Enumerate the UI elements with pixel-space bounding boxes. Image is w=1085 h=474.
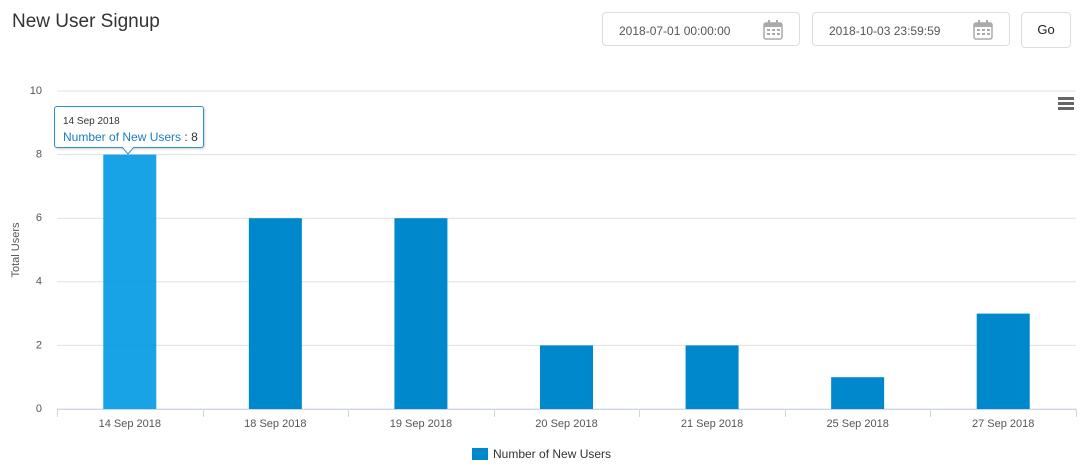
legend-label: Number of New Users: [493, 447, 611, 461]
bar: [540, 345, 593, 409]
x-tick-label: 19 Sep 2018: [390, 418, 452, 430]
menu-icon[interactable]: [1058, 97, 1074, 110]
tooltip: 14 Sep 2018 Number of New Users : 8: [54, 106, 204, 148]
page-title: New User Signup: [12, 11, 160, 32]
y-tick-label: 2: [36, 339, 42, 351]
tooltip-separator: :: [184, 130, 188, 144]
tooltip-date: 14 Sep 2018: [63, 116, 120, 127]
calendar-icon[interactable]: [973, 20, 993, 40]
bar: [685, 345, 739, 409]
tooltip-pointer: [122, 147, 134, 155]
x-tick-label: 20 Sep 2018: [535, 418, 597, 430]
y-tick-label: 8: [36, 149, 42, 161]
y-tick-label: 10: [30, 85, 42, 97]
tooltip-value: 8: [191, 130, 198, 144]
start-date-input[interactable]: 2018-07-01 00:00:00: [602, 12, 800, 46]
go-button[interactable]: Go: [1021, 12, 1071, 48]
x-tick-label: 25 Sep 2018: [826, 418, 888, 430]
x-tick-label: 18 Sep 2018: [244, 418, 306, 430]
y-tick-label: 4: [36, 276, 42, 288]
bar: [394, 218, 448, 409]
bar: [831, 377, 885, 409]
end-date-input[interactable]: 2018-10-03 23:59:59: [812, 12, 1010, 46]
x-tick-label: 21 Sep 2018: [681, 418, 743, 430]
y-tick-label: 6: [36, 212, 42, 224]
x-tick-label: 27 Sep 2018: [972, 418, 1034, 430]
y-tick-label: 0: [36, 403, 42, 415]
start-date: 2018-07-01 00:00:00: [619, 24, 731, 38]
bar: [248, 218, 302, 409]
bar: [103, 154, 157, 409]
legend-swatch: [472, 448, 488, 460]
bar: [976, 313, 1030, 409]
y-axis-label: Total Users: [10, 222, 22, 278]
x-tick-label: 14 Sep 2018: [99, 418, 161, 430]
end-date: 2018-10-03 23:59:59: [829, 24, 941, 38]
tooltip-series: Number of New Users: [63, 130, 182, 144]
calendar-icon[interactable]: [763, 20, 783, 40]
